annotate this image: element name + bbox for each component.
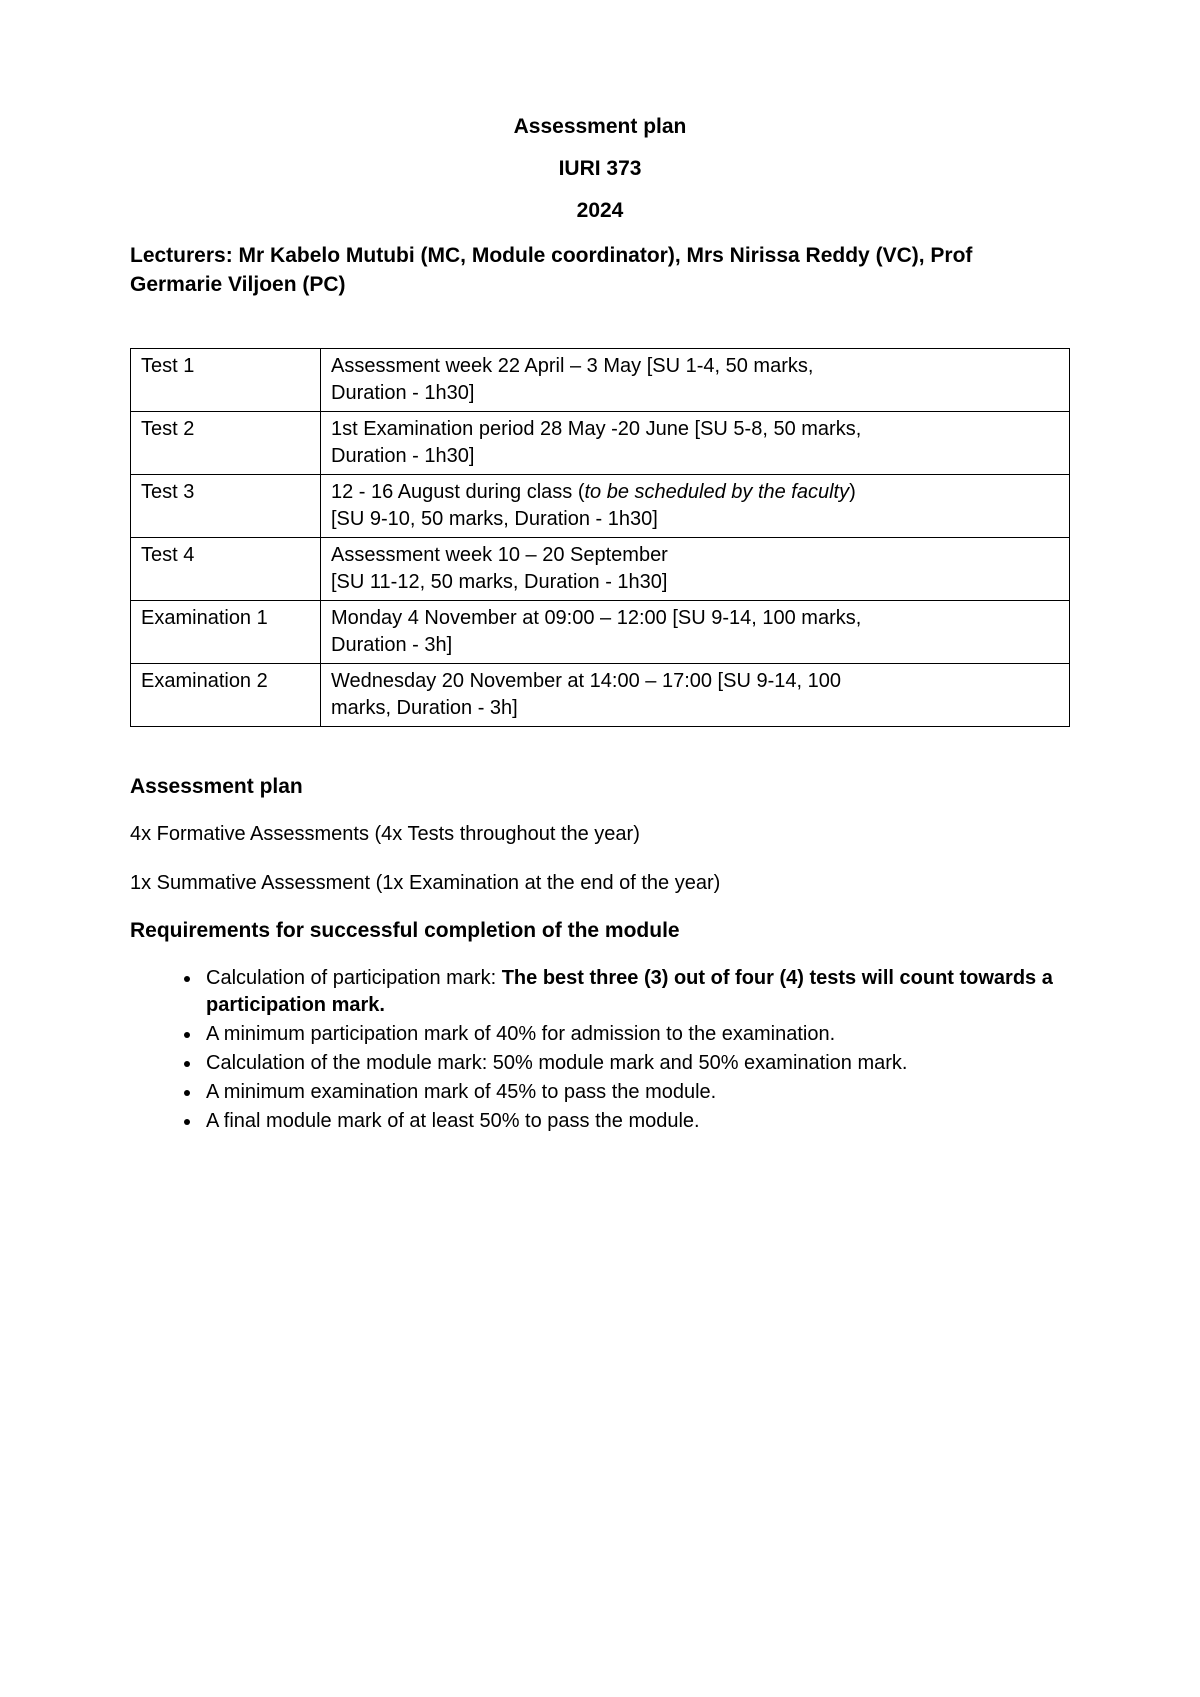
- row-desc-line1: Assessment week 10 – 20 September: [331, 544, 668, 566]
- row-label: Examination 2: [131, 663, 321, 726]
- row-desc: 1st Examination period 28 May -20 June […: [321, 411, 1070, 474]
- row-desc: Assessment week 22 April – 3 May [SU 1-4…: [321, 348, 1070, 411]
- row-desc-post: ): [849, 481, 856, 503]
- row-desc-line1: Assessment week 22 April – 3 May [SU 1-4…: [331, 355, 813, 377]
- row-desc-pre: 12 - 16 August during class (: [331, 481, 584, 503]
- row-desc-line2: Duration - 1h30]: [331, 382, 474, 404]
- row-label: Examination 1: [131, 600, 321, 663]
- row-desc-line2: marks, Duration - 3h]: [331, 697, 518, 719]
- formative-text: 4x Formative Assessments (4x Tests throu…: [130, 821, 1070, 848]
- requirements-list: Calculation of participation mark: The b…: [130, 965, 1070, 1135]
- row-desc-line1: Wednesday 20 November at 14:00 – 17:00 […: [331, 670, 841, 692]
- summative-text: 1x Summative Assessment (1x Examination …: [130, 870, 1070, 897]
- row-desc-line1: Monday 4 November at 09:00 – 12:00 [SU 9…: [331, 607, 861, 629]
- row-label: Test 2: [131, 411, 321, 474]
- list-item: A final module mark of at least 50% to p…: [202, 1108, 1070, 1135]
- assessment-plan-heading: Assessment plan: [130, 775, 1070, 799]
- list-item: Calculation of the module mark: 50% modu…: [202, 1050, 1070, 1077]
- list-item: A minimum participation mark of 40% for …: [202, 1021, 1070, 1048]
- row-desc: Monday 4 November at 09:00 – 12:00 [SU 9…: [321, 600, 1070, 663]
- doc-year: 2024: [130, 199, 1070, 223]
- row-label: Test 3: [131, 474, 321, 537]
- row-desc: Assessment week 10 – 20 September [SU 11…: [321, 537, 1070, 600]
- assessment-table: Test 1 Assessment week 22 April – 3 May …: [130, 348, 1070, 727]
- row-desc: 12 - 16 August during class (to be sched…: [321, 474, 1070, 537]
- table-row: Test 4 Assessment week 10 – 20 September…: [131, 537, 1070, 600]
- list-item: Calculation of participation mark: The b…: [202, 965, 1070, 1019]
- table-row: Examination 1 Monday 4 November at 09:00…: [131, 600, 1070, 663]
- row-label: Test 4: [131, 537, 321, 600]
- row-desc: Wednesday 20 November at 14:00 – 17:00 […: [321, 663, 1070, 726]
- table-row: Test 1 Assessment week 22 April – 3 May …: [131, 348, 1070, 411]
- table-row: Test 2 1st Examination period 28 May -20…: [131, 411, 1070, 474]
- row-desc-line2: [SU 9-10, 50 marks, Duration - 1h30]: [331, 508, 658, 530]
- lecturers-text: Lecturers: Mr Kabelo Mutubi (MC, Module …: [130, 241, 1070, 300]
- table-row: Examination 2 Wednesday 20 November at 1…: [131, 663, 1070, 726]
- table-row: Test 3 12 - 16 August during class (to b…: [131, 474, 1070, 537]
- list-item: A minimum examination mark of 45% to pas…: [202, 1079, 1070, 1106]
- req-pre: Calculation of participation mark:: [206, 967, 502, 989]
- row-desc-line2: [SU 11-12, 50 marks, Duration - 1h30]: [331, 571, 667, 593]
- doc-title: Assessment plan: [130, 115, 1070, 139]
- requirements-heading: Requirements for successful completion o…: [130, 919, 1070, 943]
- row-desc-italic: to be scheduled by the faculty: [584, 481, 849, 503]
- doc-course: IURI 373: [130, 157, 1070, 181]
- row-desc-line2: Duration - 3h]: [331, 634, 452, 656]
- row-desc-line2: Duration - 1h30]: [331, 445, 474, 467]
- row-desc-line1: 1st Examination period 28 May -20 June […: [331, 418, 861, 440]
- row-label: Test 1: [131, 348, 321, 411]
